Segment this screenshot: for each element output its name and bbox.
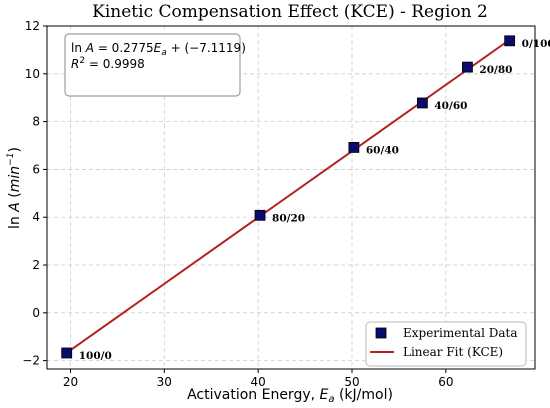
point-label: 40/60 [434,100,467,112]
plot-frame [46,25,536,370]
x-tick-label: 30 [157,375,172,389]
y-tick-label: 4 [32,210,40,224]
x-tick-label: 40 [251,375,266,389]
point-label: 20/80 [479,64,512,76]
y-tick-label: 10 [25,67,40,81]
data-point [61,347,73,359]
y-tick-label: 2 [32,258,40,272]
x-tick-label: 20 [63,375,78,389]
fit-equation: ln A = 0.2775Ea + (−7.1119) [71,41,246,58]
legend-label-experimental: Experimental Data [403,326,517,340]
x-tick-label: 60 [438,375,453,389]
r-squared: R2 = 0.9998 [71,56,145,71]
y-tick-label: 6 [32,162,40,176]
legend-marker-square [375,327,387,339]
y-tick-label: 8 [32,115,40,129]
y-tick-label: −2 [22,354,40,368]
data-point [416,97,428,109]
chart-title: Kinetic Compensation Effect (KCE) - Regi… [92,2,488,22]
legend: Experimental Data Linear Fit (KCE) [365,321,527,367]
y-tick-label: 0 [32,306,40,320]
legend-label-fit: Linear Fit (KCE) [403,345,503,359]
data-point [462,61,473,73]
legend-box [365,321,527,367]
data-point [504,35,516,47]
y-ticks: −2 0 2 4 6 8 10 12 [22,19,47,368]
point-label: 60/40 [366,144,399,156]
fit-line [66,38,511,354]
x-ticks: 20 30 40 50 60 [63,369,453,389]
point-label: 80/20 [272,212,305,224]
point-labels-layer: 100/0 80/20 60/40 40/60 20/80 0/100 [79,38,550,362]
data-point [348,142,360,153]
data-points-layer [61,35,516,359]
point-label: 100/0 [79,350,112,362]
fit-line-layer [66,38,511,354]
y-tick-label: 12 [25,19,40,33]
point-label: 0/100 [522,38,550,50]
annotation-box [64,33,241,97]
x-axis-label: Activation Energy, Ea (kJ/mol) [187,387,393,405]
y-axis-label: ln A (min−1) [6,147,23,229]
equation-annotation: ln A = 0.2775Ea + (−7.1119) R2 = 0.9998 [64,33,246,97]
x-tick-label: 50 [344,375,359,389]
data-point [254,209,266,221]
